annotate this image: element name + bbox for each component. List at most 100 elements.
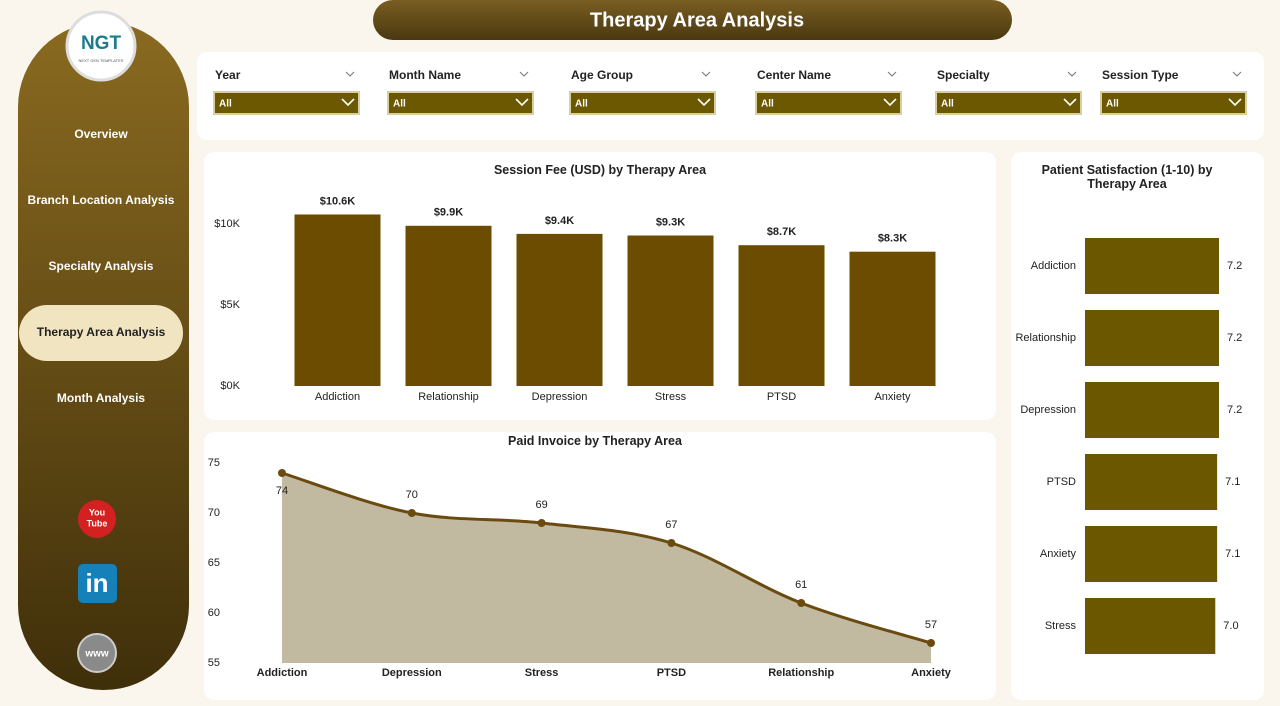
y-tick-label: $5K: [220, 299, 240, 311]
youtube-text: Tube: [87, 518, 108, 528]
logo: [65, 10, 137, 82]
y-tick-label: 55: [208, 657, 220, 669]
filter-value: All: [941, 99, 954, 110]
filter-label: Age Group: [571, 68, 633, 82]
chevron: [1063, 98, 1077, 107]
y-tick-label: 75: [208, 457, 220, 469]
logo-text: NGT: [81, 33, 122, 54]
chevron: [883, 98, 897, 107]
value-label: 57: [925, 619, 937, 631]
x-tick-label: Anxiety: [874, 391, 911, 403]
x-tick-label: Depression: [532, 391, 588, 403]
y-tick-label: 70: [208, 507, 220, 519]
value-label: 67: [665, 519, 677, 531]
value-label: $9.4K: [545, 215, 574, 227]
x-tick-label: Addiction: [315, 391, 360, 403]
value-label: $9.9K: [434, 207, 463, 219]
point: [667, 539, 676, 547]
bar: [1085, 310, 1219, 366]
point: [278, 469, 286, 477]
nav-item[interactable]: Month Analysis: [57, 391, 146, 405]
filter-label: Session Type: [1102, 68, 1179, 82]
dropdown[interactable]: [213, 91, 360, 115]
bar: [1085, 454, 1218, 510]
chevron: [887, 71, 897, 77]
x-tick-label: PTSD: [767, 391, 796, 403]
filter-panel: [197, 52, 1264, 140]
nav-item[interactable]: Overview: [74, 127, 128, 141]
x-tick-label: Relationship: [418, 391, 479, 403]
bar: [1085, 238, 1219, 294]
point: [537, 519, 546, 527]
chevron: [1228, 98, 1242, 107]
youtube-text: You: [89, 507, 105, 517]
value-label: $8.7K: [767, 226, 796, 238]
value-label: 7.2: [1227, 260, 1242, 272]
title-bar: [373, 0, 1012, 40]
filter-value: All: [219, 99, 232, 110]
point: [927, 639, 935, 647]
web-icon[interactable]: [77, 633, 117, 673]
y-tick-label: 65: [208, 557, 220, 569]
value-label: 7.1: [1225, 476, 1240, 488]
nav-active: [19, 305, 183, 361]
x-tick-label: Stress: [655, 391, 687, 403]
bar: [294, 214, 381, 386]
chart-title: Patient Satisfaction (1-10) by Therapy A…: [1041, 163, 1213, 191]
value-label: 7.1: [1225, 548, 1240, 560]
bar: [627, 235, 714, 386]
y-tick-label: $0K: [220, 380, 240, 392]
chart-title-text: Paid Invoice by Therapy Area: [508, 434, 682, 448]
value-label: 69: [535, 499, 547, 511]
point: [797, 599, 806, 607]
chart-title-text: Session Fee (USD) by Therapy Area: [493, 163, 707, 177]
value-label: 7.2: [1227, 404, 1242, 416]
dropdown[interactable]: [755, 91, 902, 115]
value-label: 70: [406, 489, 418, 501]
chevron: [701, 71, 711, 77]
nav-item[interactable]: Branch Location Analysis: [28, 193, 175, 207]
y-tick-label: Anxiety: [1040, 548, 1077, 560]
chevron: [1232, 71, 1242, 77]
chart-title: Session Fee (USD) by Therapy Area: [493, 163, 707, 177]
filter-value: All: [761, 99, 774, 110]
nav-item[interactable]: Therapy Area Analysis: [37, 325, 166, 339]
bar: [1085, 382, 1219, 438]
dropdown[interactable]: [935, 91, 1082, 115]
chart-title-text: Patient Satisfaction (1-10) by Therapy A…: [1041, 163, 1213, 191]
bar: [516, 233, 603, 386]
linkedin-icon[interactable]: [78, 564, 117, 603]
dropdown[interactable]: [387, 91, 534, 115]
y-tick-label: $10K: [214, 218, 240, 230]
filter-label: Center Name: [757, 68, 831, 82]
dropdown[interactable]: [1100, 91, 1247, 115]
nav-item[interactable]: Specialty Analysis: [49, 259, 154, 273]
chevron: [515, 98, 529, 107]
line: [281, 471, 932, 645]
filter-value: All: [393, 99, 406, 110]
y-tick-label: PTSD: [1047, 476, 1076, 488]
x-tick-label: PTSD: [657, 667, 686, 679]
value-label: $8.3K: [878, 233, 907, 245]
value-label: 7.2: [1227, 332, 1242, 344]
y-tick-label: Stress: [1045, 620, 1077, 632]
value-label: 74: [276, 485, 288, 497]
youtube-icon[interactable]: [78, 500, 116, 538]
x-tick-label: Stress: [525, 667, 559, 679]
logo-subtext: NEXT GEN TEMPLATES: [79, 58, 124, 63]
x-tick-label: Anxiety: [911, 667, 952, 679]
value-label: 7.0: [1223, 620, 1238, 632]
y-tick-label: Depression: [1020, 404, 1076, 416]
filter-value: All: [1106, 99, 1119, 110]
dropdown[interactable]: [569, 91, 716, 115]
area: [282, 473, 931, 663]
chart-title: Paid Invoice by Therapy Area: [508, 434, 682, 448]
x-tick-label: Depression: [382, 667, 442, 679]
chevron: [345, 71, 355, 77]
chevron: [519, 71, 529, 77]
value-label: 61: [795, 579, 807, 591]
bar: [1085, 598, 1216, 654]
filter-label: Year: [215, 68, 241, 82]
chevron: [341, 98, 355, 107]
